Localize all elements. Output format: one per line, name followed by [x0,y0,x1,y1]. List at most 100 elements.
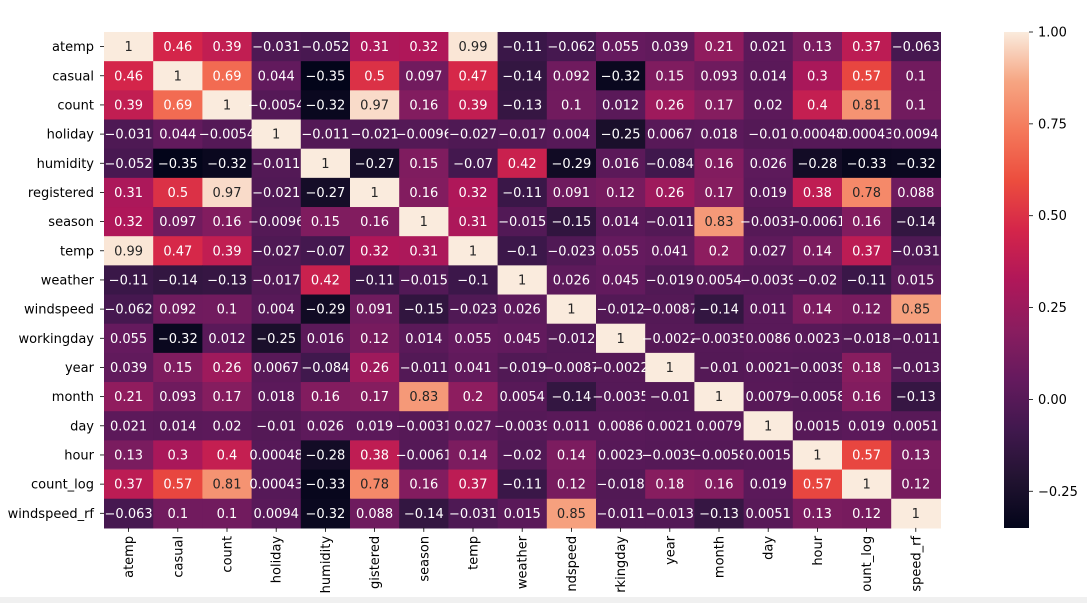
cell-value-label: −0.11 [847,273,887,288]
heatmap-cell-11-7 [448,352,499,383]
cell-value-label: −0.015 [400,273,448,288]
cell-value-label: 0.00043 [840,128,894,143]
heatmap-cell-10-10 [596,323,646,354]
cell-value-label: −0.011 [597,507,645,522]
cell-value-label: 0.37 [852,244,881,259]
heatmap-cell-6-13 [743,207,794,237]
cell-value-label: −0.062 [547,40,595,55]
cell-value-label: 0.26 [655,186,684,201]
heatmap-cell-12-12 [694,382,745,412]
cell-value-label: 0.019 [750,186,787,201]
cell-value-label: −0.031 [105,128,153,143]
cell-value-label: 0.81 [852,98,881,113]
heatmap-cell-5-2 [202,177,253,208]
heatmap-cell-4-8 [497,148,548,179]
cell-value-label: 0.0015 [795,419,841,434]
cell-value-label: 0.093 [159,390,196,405]
cell-value-label: 0.46 [114,69,143,84]
heatmap-cell-9-5 [350,294,400,325]
heatmap-cell-2-15 [842,90,892,121]
cell-value-label: 0.0023 [598,448,644,463]
heatmap-cell-5-1 [153,177,203,208]
colorbar: −0.25 0.00 0.25 0.50 0.75 1.00 [1004,26,1078,528]
heatmap-cell-6-15 [842,207,892,237]
cell-value-label: −0.25 [256,332,296,347]
heatmap-cell-12-10 [596,382,646,412]
cell-value-label: 0.83 [409,390,438,405]
heatmap-cell-15-4 [300,469,351,500]
cell-value-label: −0.0096 [396,128,452,143]
heatmap-cell-3-12 [694,119,745,150]
heatmap-cell-13-12 [694,411,745,441]
cell-value-label: 0.091 [553,186,590,201]
cell-value-label: 0.15 [163,361,192,376]
cell-value-label: 0.016 [307,332,344,347]
heatmap-cell-12-6 [399,382,449,412]
cell-value-label: 0.039 [110,361,147,376]
cell-value-label: 0.57 [852,69,881,84]
heatmap-cell-2-5 [350,90,400,121]
heatmap-cell-15-9 [546,469,597,500]
heatmap-cell-1-14 [792,61,843,91]
cell-value-label: 0.97 [213,186,242,201]
heatmap-cell-0-11 [645,32,695,62]
y-tick-label: windspeed [24,303,94,318]
heatmap-cell-12-1 [153,382,203,412]
cell-value-label: 1 [272,128,280,143]
heatmap-cells: 1 0.46 0.39 −0.031 −0.052 0.31 0.32 0.99 −0.11 −0… [104,32,941,529]
cell-value-label: −0.023 [449,303,497,318]
cell-value-label: −0.1 [457,273,489,288]
heatmap-cell-1-2 [202,61,253,91]
heatmap-cell-10-15 [842,323,892,354]
cell-value-label: 0.093 [700,69,737,84]
heatmap-cell-12-0 [104,382,154,412]
cell-value-label: 0.15 [409,157,438,172]
heatmap-cell-12-3 [251,382,302,412]
cell-value-label: 0.0086 [745,332,791,347]
heatmap-cell-6-7 [448,207,499,237]
heatmap-cell-11-0 [104,352,154,383]
heatmap-cell-0-0 [104,32,154,62]
cell-value-label: 0.39 [213,244,242,259]
x-tick-labels: atemp casual count holiday humidity gistered s… [122,527,924,593]
cell-value-label: 0.37 [852,40,881,55]
cell-value-label: 0.85 [901,303,930,318]
heatmap-cell-6-12 [694,207,745,237]
cell-value-label: 0.014 [750,69,787,84]
heatmap-cell-6-14 [792,207,843,237]
cell-value-label: −0.062 [105,303,153,318]
cell-value-label: 0.47 [459,69,488,84]
heatmap-cell-1-10 [596,61,646,91]
heatmap-cell-15-16 [891,469,941,500]
heatmap-cell-1-11 [645,61,695,91]
heatmap-cell-11-1 [153,352,203,383]
heatmap-cell-11-15 [842,352,892,383]
cell-value-label: 0.13 [803,40,832,55]
cell-value-label: 0.57 [803,478,832,493]
cell-value-label: 0.041 [651,244,688,259]
heatmap-cell-13-16 [891,411,941,441]
heatmap-cell-16-0 [104,498,154,529]
cell-value-label: −0.28 [305,448,345,463]
heatmap-cell-12-4 [300,382,351,412]
heatmap-cell-5-9 [546,177,597,208]
heatmap-cell-7-0 [104,236,154,266]
cell-value-label: 0.014 [405,332,442,347]
heatmap-cell-13-6 [399,411,449,441]
y-tick-label: hour [64,448,94,463]
cell-value-label: 0.38 [360,448,389,463]
heatmap-cell-10-6 [399,323,449,354]
heatmap-cell-8-7 [448,265,499,296]
cell-value-label: 0.13 [114,448,143,463]
heatmap-cell-1-1 [153,61,203,91]
heatmap-cell-13-10 [596,411,646,441]
cell-value-label: 0.16 [852,390,881,405]
heatmap-cell-8-14 [792,265,843,296]
heatmap-cell-1-15 [842,61,892,91]
heatmap-cell-7-13 [743,236,794,266]
cell-value-label: −0.0031 [740,215,796,230]
heatmap-cell-4-11 [645,148,695,179]
y-tick-label: windspeed_rf [8,507,95,522]
heatmap-cell-3-3 [251,119,302,150]
